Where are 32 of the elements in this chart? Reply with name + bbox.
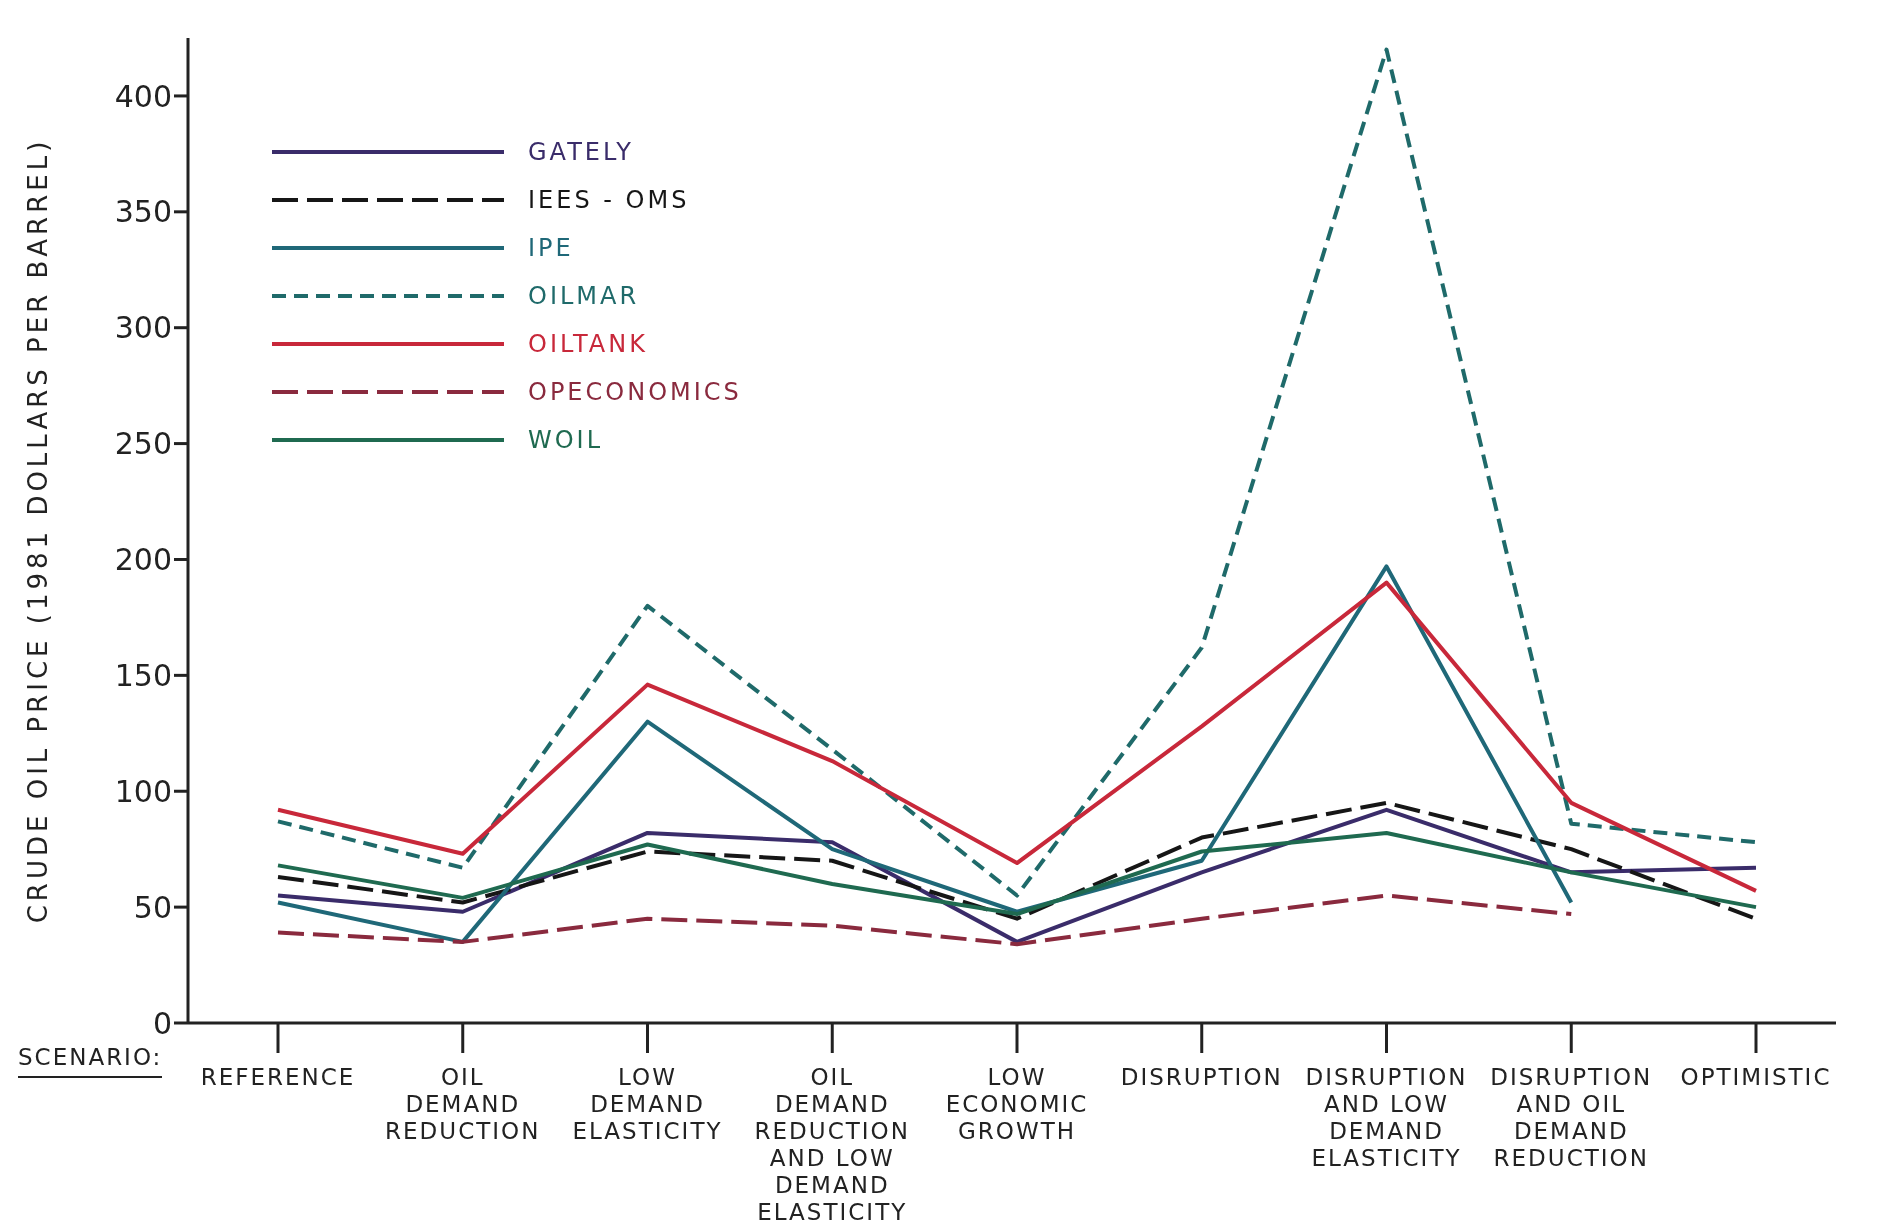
line-series [276, 580, 1758, 893]
text: IEES - OMS [528, 186, 690, 214]
x-tick-label: REFERENCE [200, 1064, 356, 1090]
y-tick-label: 50 [133, 889, 172, 925]
text: OPECONOMICS [528, 378, 742, 406]
x-tick-label: OPTIMISTIC [1680, 1064, 1832, 1090]
x-axis-title: SCENARIO: [18, 1044, 163, 1078]
x-tick-label: OIL DEMAND REDUCTION AND LOW DEMAND ELASTICITY [754, 1064, 910, 1225]
x-tick-label: OIL DEMAND REDUCTION [385, 1064, 541, 1144]
y-tick-label: 250 [114, 426, 172, 462]
y-tick-label: 150 [114, 658, 172, 693]
text: WOIL [528, 426, 604, 454]
y-tick-label: 400 [114, 78, 172, 114]
line-series [276, 564, 1574, 944]
text: IPE [528, 234, 574, 262]
y-tick-label: 350 [114, 194, 172, 230]
text: OILTANK [528, 330, 648, 358]
line-series [276, 47, 1758, 898]
x-tick-label: DISRUPTION AND OIL DEMAND REDUCTION [1490, 1064, 1653, 1171]
y-axis-title: CRUDE OIL PRICE (1981 DOLLARS PER BARREL) [23, 137, 54, 924]
line-series [276, 830, 1758, 917]
y-tick-label: 300 [114, 310, 172, 346]
text: OILMAR [528, 282, 640, 310]
x-tick-label: DISRUPTION AND LOW DEMAND ELASTICITY [1305, 1064, 1468, 1171]
y-tick-label: 0 [152, 1005, 172, 1041]
text: GATELY [528, 138, 634, 166]
x-tick-label: DISRUPTION [1120, 1064, 1283, 1090]
x-tick-label: LOW ECONOMIC GROWTH [945, 1064, 1089, 1144]
line-series [276, 893, 1574, 947]
y-tick-label: 200 [114, 542, 172, 578]
y-tick-label: 100 [114, 773, 172, 809]
x-tick-label: LOW DEMAND ELASTICITY [572, 1064, 723, 1144]
